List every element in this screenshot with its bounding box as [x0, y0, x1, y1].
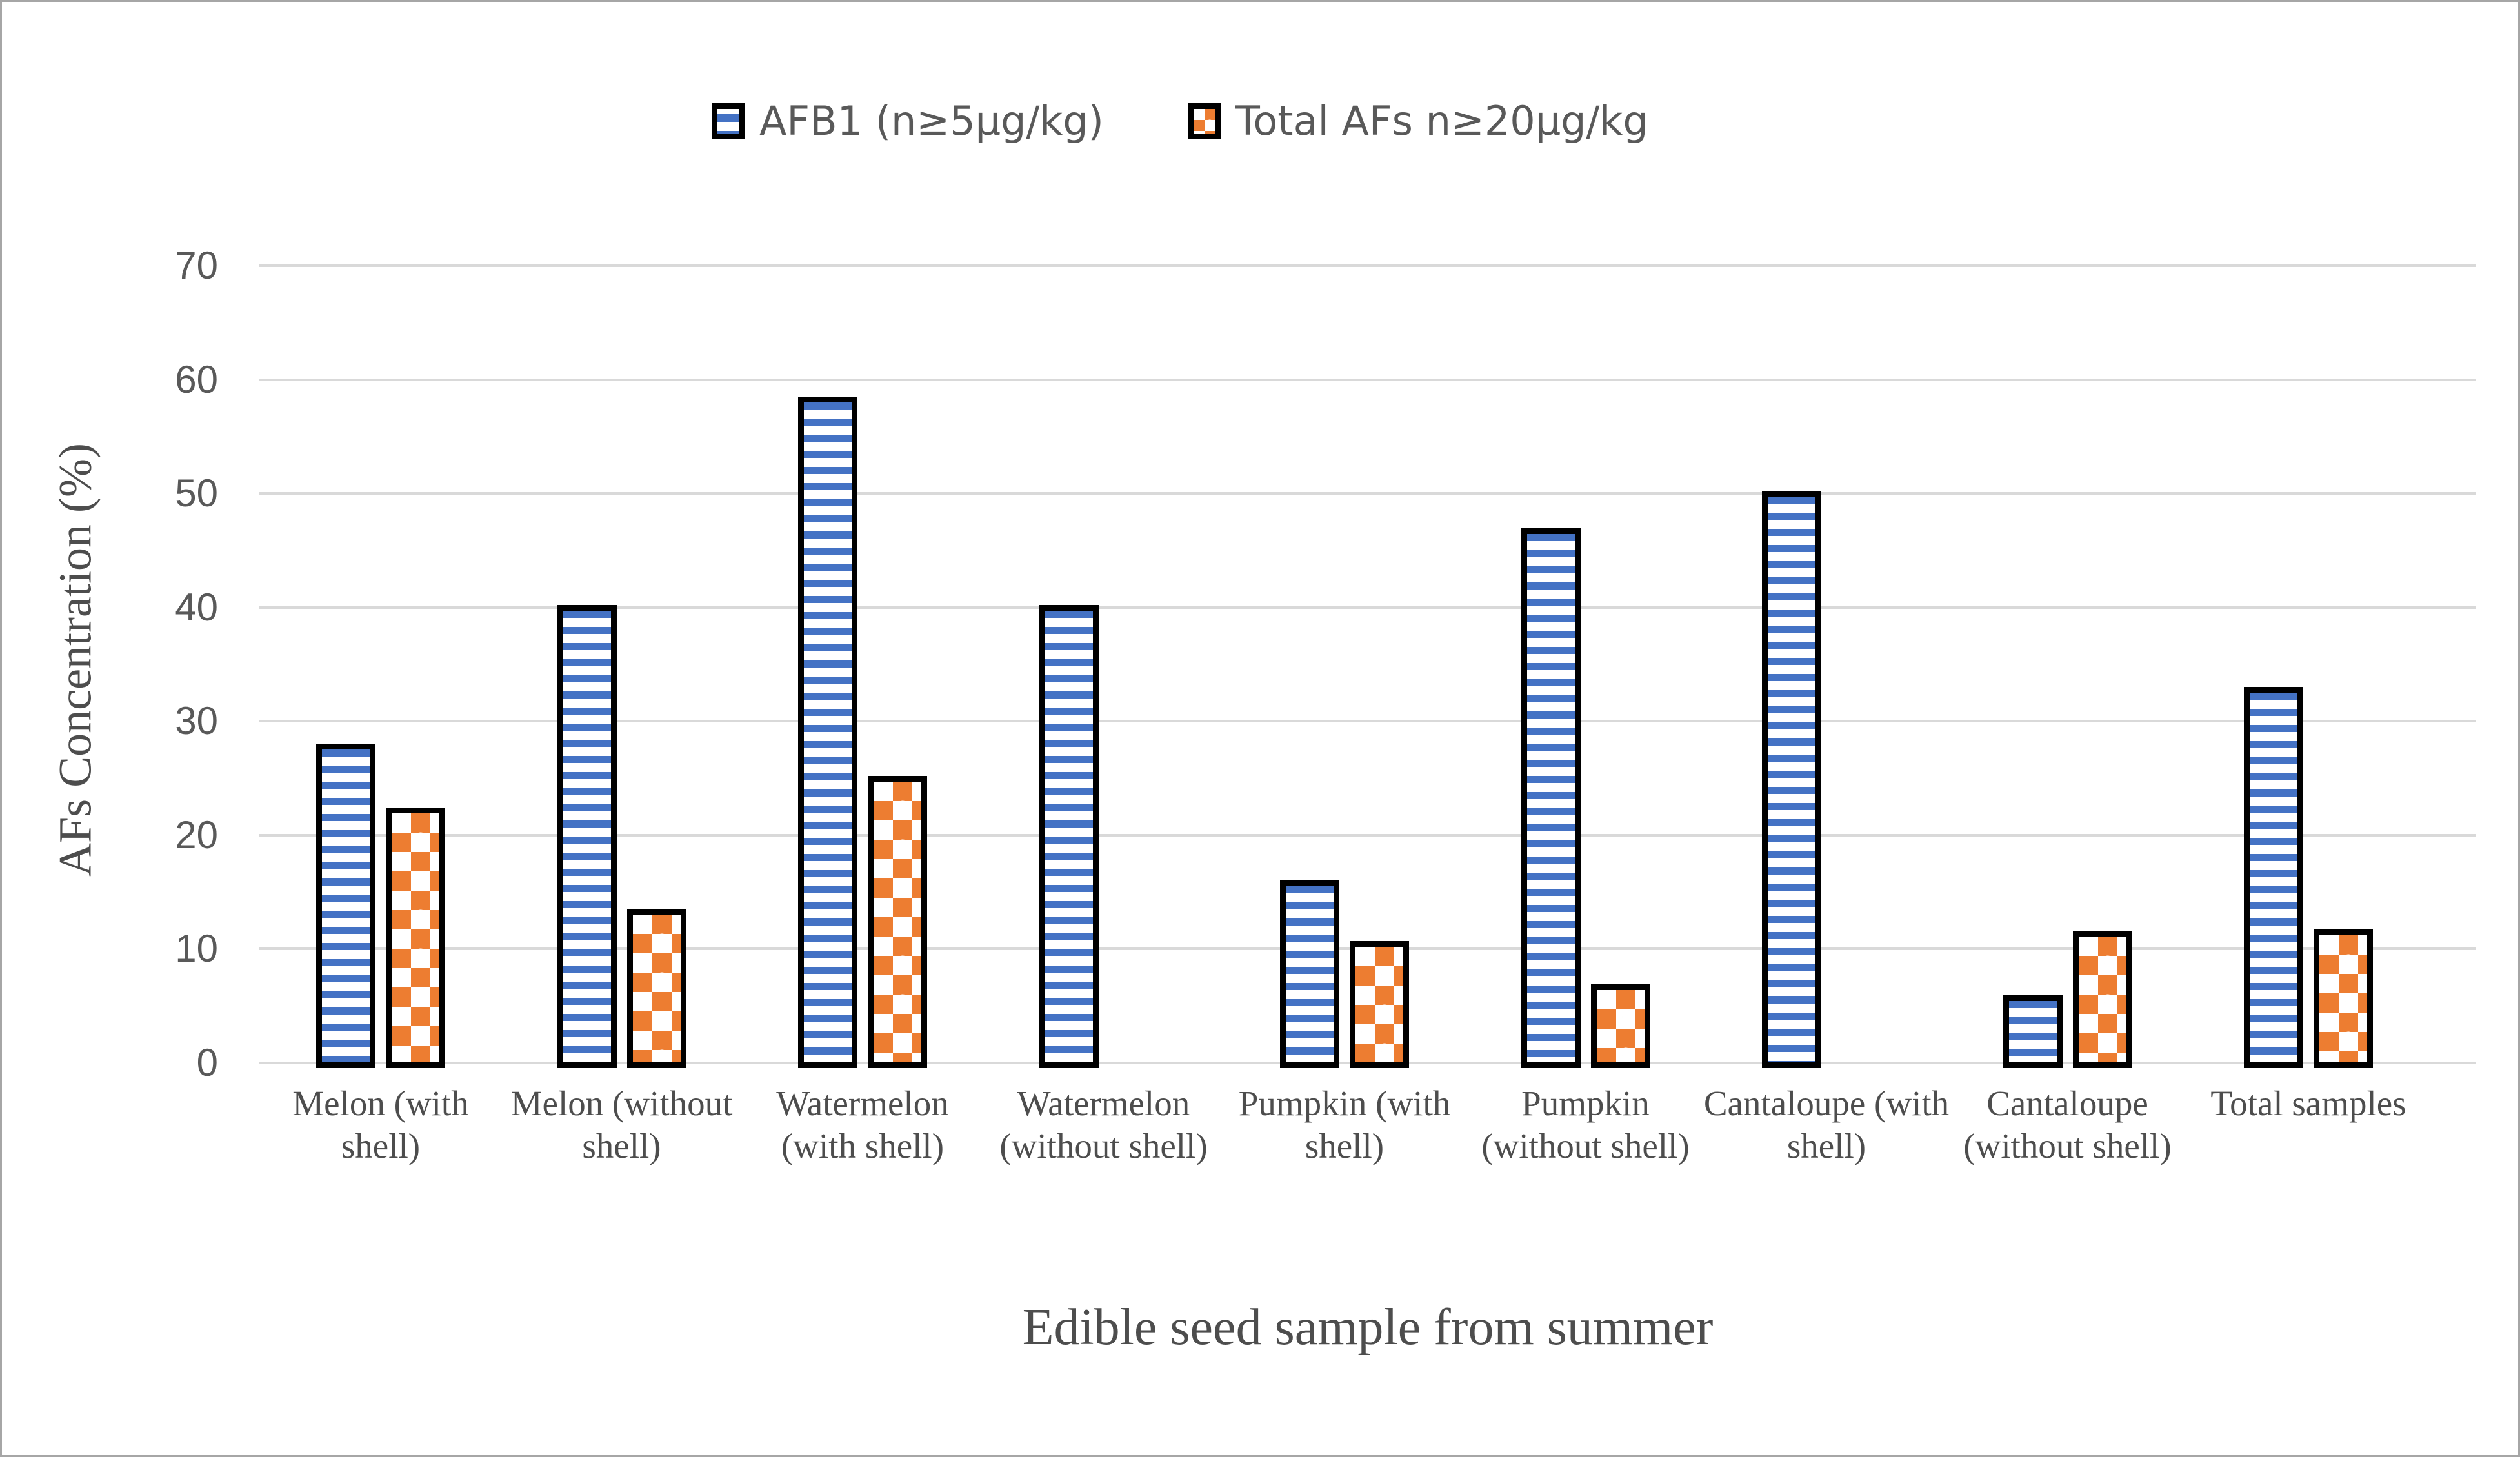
- bar-afb1-8: [2003, 995, 2063, 1068]
- legend-swatch-striped-icon: [712, 103, 745, 139]
- y-tick-label: 20: [175, 813, 218, 857]
- legend-swatch-checker-icon: [1188, 103, 1221, 139]
- category-label: Watermelon (without shell): [999, 1084, 1208, 1165]
- category-label: Cantaloupe (without shell): [1963, 1084, 2172, 1165]
- category-label: Cantaloupe (with shell): [1703, 1084, 1950, 1165]
- category-label: Melon (without shell): [510, 1084, 733, 1165]
- legend-label: AFB1 (n≥5µg/kg): [759, 97, 1104, 144]
- bar-afb1-7: [1762, 491, 1821, 1068]
- bar-total-afs-6: [1590, 984, 1650, 1068]
- category-label: Melon (with shell): [292, 1084, 469, 1165]
- y-tick-label: 40: [175, 585, 218, 629]
- y-tick-label: 0: [196, 1041, 218, 1084]
- gridline: [259, 606, 2476, 609]
- category-label: Pumpkin (without shell): [1481, 1084, 1690, 1165]
- bar-afb1-3: [798, 396, 857, 1068]
- bar-total-afs-5: [1350, 940, 1409, 1068]
- bar-afb1-6: [1521, 528, 1581, 1068]
- bar-afb1-9: [2244, 686, 2303, 1068]
- y-tick-label: 50: [175, 471, 218, 515]
- x-axis-title: Edible seed sample from summer: [1022, 1299, 1714, 1356]
- gridline: [259, 492, 2476, 495]
- category-label: Pumpkin (with shell): [1238, 1084, 1451, 1165]
- bar-total-afs-1: [386, 808, 445, 1068]
- bar-total-afs-2: [626, 909, 686, 1068]
- y-tick-label: 30: [175, 699, 218, 743]
- bar-afb1-5: [1280, 880, 1339, 1068]
- bar-afb1-4: [1039, 604, 1099, 1068]
- bar-total-afs-9: [2314, 929, 2373, 1068]
- gridline: [259, 264, 2476, 267]
- y-axis-title: AFs Concentration (%): [49, 443, 101, 877]
- gridline: [259, 833, 2476, 837]
- y-tick-label: 10: [175, 927, 218, 971]
- gridline: [259, 378, 2476, 381]
- bar-afb1-1: [316, 744, 375, 1068]
- y-tick-label: 60: [175, 357, 218, 401]
- gridline: [259, 720, 2476, 723]
- legend-label: Total AFs n≥20µg/kg: [1235, 97, 1648, 144]
- bar-afb1-2: [557, 604, 617, 1068]
- category-label: Watermelon (with shell): [776, 1084, 949, 1165]
- category-label: Total samples: [2210, 1084, 2406, 1123]
- legend-item: AFB1 (n≥5µg/kg): [712, 97, 1104, 144]
- bar-total-afs-3: [868, 775, 927, 1068]
- bar-total-afs-8: [2072, 930, 2132, 1068]
- legend-item: Total AFs n≥20µg/kg: [1188, 97, 1648, 144]
- y-tick-label: 70: [175, 244, 218, 287]
